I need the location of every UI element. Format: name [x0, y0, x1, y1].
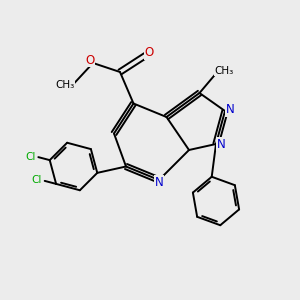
Text: Cl: Cl — [32, 175, 42, 185]
Text: CH₃: CH₃ — [55, 80, 74, 91]
Text: N: N — [154, 176, 164, 189]
Text: N: N — [226, 103, 235, 116]
Text: Cl: Cl — [25, 152, 35, 161]
Text: O: O — [145, 46, 154, 59]
Text: O: O — [85, 53, 94, 67]
Text: N: N — [217, 137, 226, 151]
Text: CH₃: CH₃ — [215, 65, 234, 76]
